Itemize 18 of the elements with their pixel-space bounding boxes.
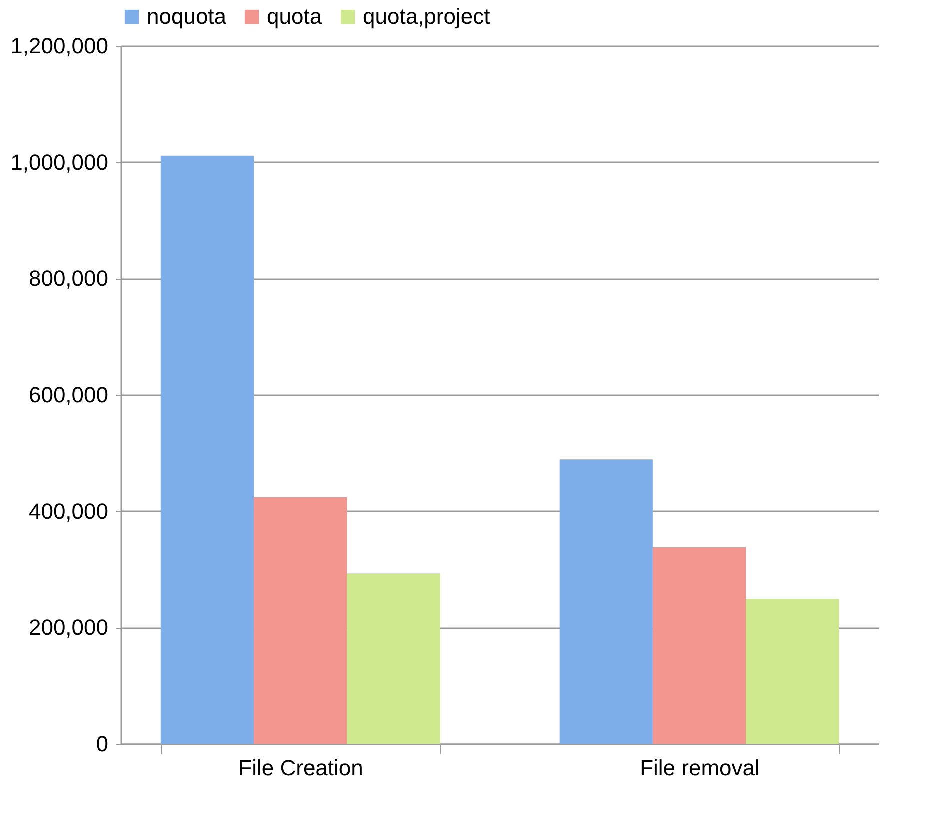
y-tick-label: 400,000 — [28, 498, 108, 524]
bar — [347, 574, 440, 744]
bar — [746, 599, 840, 744]
bar — [254, 497, 348, 744]
y-tick-label: 1,200,000 — [10, 34, 108, 58]
legend-label: quota — [267, 4, 323, 29]
bar — [160, 156, 254, 744]
legend-label: quota,project — [363, 4, 490, 29]
bar — [560, 460, 653, 744]
x-tick-label: File removal — [640, 756, 760, 780]
y-tick-label: 0 — [96, 732, 108, 756]
y-tick-label: 1,000,000 — [10, 150, 108, 175]
y-tick-label: 600,000 — [28, 382, 108, 408]
y-tick-label: 200,000 — [28, 615, 108, 640]
y-tick-label: 800,000 — [28, 266, 108, 292]
x-tick-label: File Creation — [238, 756, 364, 780]
legend-label: noquota — [147, 4, 228, 29]
bar — [652, 547, 746, 744]
